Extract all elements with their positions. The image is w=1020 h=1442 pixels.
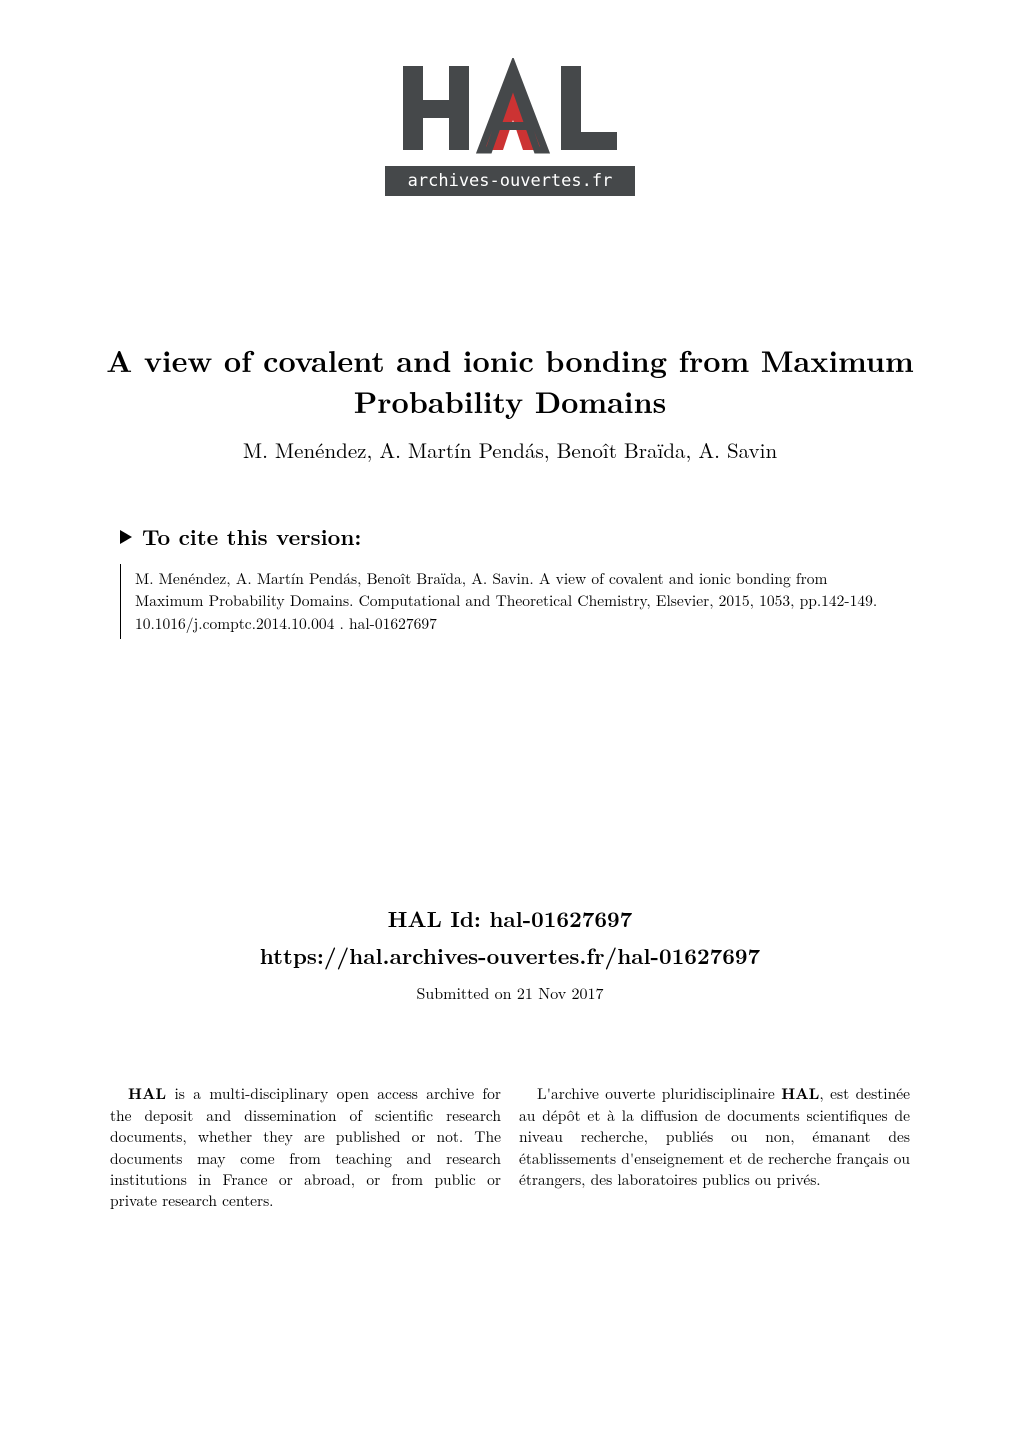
cite-header: To cite this version:: [120, 521, 900, 552]
paper-title: A view of covalent and ionic bonding fro…: [80, 340, 940, 421]
triangle-right-icon: [120, 530, 132, 544]
hal-logo-svg: archives-ouvertes.fr: [385, 58, 635, 203]
col-right-lead: L'archive ouverte pluridisciplinaire: [537, 1083, 781, 1104]
authors: M. Menéndez, A. Martín Pendás, Benoît Br…: [80, 435, 940, 465]
halid-link[interactable]: https://hal.archives-ouvertes.fr/hal-016…: [260, 940, 760, 971]
column-right: L'archive ouverte pluridisciplinaire HAL…: [519, 1082, 910, 1211]
page-root: archives-ouvertes.fr A view of covalent …: [0, 0, 1020, 1442]
halid-label: HAL Id: hal-01627697: [0, 903, 1020, 934]
logo-band-text: archives-ouvertes.fr: [408, 171, 613, 191]
col-left-rest: is a multi-disciplinary open access arch…: [110, 1083, 501, 1211]
col-right-bold: HAL: [781, 1081, 819, 1104]
title-line-1: A view of covalent and ionic bonding fro…: [106, 338, 913, 381]
cite-title: To cite this version:: [142, 521, 361, 552]
description-columns: HAL is a multi-disciplinary open access …: [110, 1082, 910, 1211]
title-block: A view of covalent and ionic bonding fro…: [0, 340, 1020, 465]
submitted-date: Submitted on 21 Nov 2017: [0, 981, 1020, 1004]
cite-body: M. Menéndez, A. Martín Pendás, Benoît Br…: [120, 564, 900, 639]
column-left: HAL is a multi-disciplinary open access …: [110, 1082, 501, 1211]
halid-url[interactable]: https://hal.archives-ouvertes.fr/hal-016…: [0, 940, 1020, 971]
hal-logo: archives-ouvertes.fr: [0, 0, 1020, 248]
col-left-bold: HAL: [128, 1081, 166, 1104]
title-line-2: Probability Domains: [354, 379, 667, 422]
cite-block: To cite this version: M. Menéndez, A. Ma…: [120, 521, 900, 639]
halid-block: HAL Id: hal-01627697 https://hal.archive…: [0, 903, 1020, 1004]
